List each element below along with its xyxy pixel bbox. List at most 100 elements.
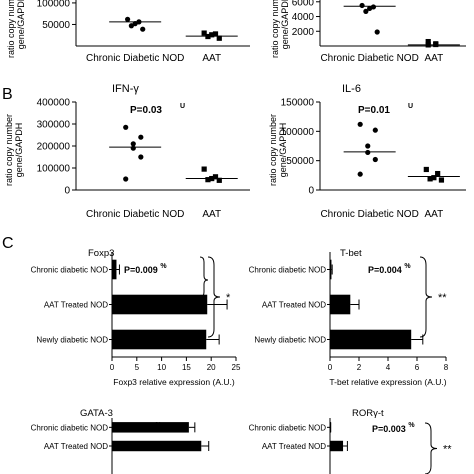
p-value-label: P=0.004 — [368, 265, 402, 275]
x-tick-label: 6 — [415, 363, 420, 372]
data-point — [201, 30, 207, 36]
y-axis-label-line2: gene/GAPDH — [278, 123, 288, 178]
data-point — [209, 32, 215, 38]
p-value-label: P=0.009 — [124, 265, 158, 275]
panel-label-c: C — [2, 235, 14, 252]
data-point — [138, 134, 144, 140]
bar — [112, 422, 189, 433]
data-point — [357, 171, 363, 177]
bar-category-label: Chronic diabetic NOD — [31, 266, 109, 275]
y-axis-label-line1: ratio copy number — [4, 114, 14, 186]
chart-c_rorgt: Chronic diabetic NOD AAT Treated NOD RORγ-… — [249, 408, 452, 474]
y-tick-label: 4000 — [292, 12, 315, 23]
p-value-superscript: % — [160, 263, 167, 270]
data-point — [365, 149, 371, 156]
p-value-superscript: % — [408, 422, 415, 429]
y-tick-label: 200000 — [37, 142, 71, 153]
p-value-superscript: % — [404, 263, 411, 270]
data-point — [365, 143, 371, 149]
bar-category-label: AAT Treated NOD — [44, 301, 108, 310]
y-tick-label: 100000 — [37, 0, 71, 9]
data-point — [130, 145, 136, 151]
data-point — [372, 156, 378, 163]
significance-brace-inner — [199, 256, 209, 298]
y-tick-label: 50000 — [42, 20, 70, 31]
chart-title: RORγ-t — [352, 408, 384, 419]
x-category-label: Chronic Diabetic NOD — [320, 53, 418, 64]
bar — [330, 259, 332, 280]
significance-marker: ** — [438, 292, 447, 304]
p-value-superscript: % — [155, 422, 162, 429]
p-value-label: P=0.07 — [124, 424, 153, 434]
data-point — [431, 175, 437, 181]
chart-title: IL-6 — [342, 83, 361, 95]
y-tick-label: 0 — [308, 186, 314, 197]
data-point — [374, 29, 380, 35]
bar-category-label: Chronic diabetic NOD — [249, 266, 327, 275]
x-tick-label: 2 — [357, 363, 362, 372]
data-point — [140, 26, 146, 32]
y-tick-label: 2000 — [292, 27, 315, 38]
data-point — [427, 176, 433, 182]
y-tick-label: 100000 — [37, 164, 71, 175]
y-tick-label: 150000 — [281, 98, 315, 109]
x-tick-label: 0 — [110, 363, 115, 372]
y-axis-label-line1: ratio copy number — [6, 0, 16, 58]
x-category-label: AAT — [425, 53, 444, 64]
bar — [112, 259, 117, 280]
data-point — [130, 141, 136, 147]
bar-category-label: Chronic diabetic NOD — [249, 423, 327, 432]
significance-brace — [207, 256, 221, 338]
x-tick-label: 5 — [135, 363, 140, 372]
y-tick-label: 0 — [64, 186, 70, 197]
bar-category-label: Newly diabetic NOD — [36, 336, 108, 345]
data-point — [216, 177, 222, 183]
chart-title: T-bet — [340, 248, 362, 259]
significance-marker: ** — [443, 444, 452, 456]
data-point — [216, 35, 222, 41]
y-tick-label: 400000 — [37, 98, 71, 109]
data-point — [435, 170, 441, 177]
x-tick-label: 10 — [157, 363, 166, 372]
data-point — [425, 38, 431, 45]
chart-a_left: 50000 100000 ratio copy number gene/GAPDH Ch… — [6, 0, 250, 64]
data-point — [212, 174, 219, 180]
bar — [112, 440, 202, 452]
chart-title: Foxp3 — [88, 248, 114, 259]
p-value-superscript: U — [408, 103, 413, 110]
chart-c_tbet: Chronic diabetic NOD AAT Treated NOD Newly… — [249, 248, 449, 387]
data-point — [123, 124, 129, 130]
p-value-label: P=0.03 — [130, 105, 162, 116]
x-tick-label: 20 — [207, 363, 216, 372]
data-point — [205, 177, 211, 183]
x-category-label: AAT — [202, 209, 221, 220]
chart-c_foxp3: Chronic diabetic NOD AAT Treated NOD Newly… — [31, 248, 241, 387]
chart-b_left: 0 100000 200000 300000 400000 ratio copy numb… — [4, 83, 250, 220]
x-category-label: AAT — [202, 53, 221, 64]
data-point — [201, 166, 207, 172]
y-tick-label: 300000 — [37, 120, 71, 131]
p-value-label: P=0.01 — [358, 105, 390, 116]
x-axis-label: T-bet relative expression (A.U.) — [329, 377, 446, 387]
data-point — [125, 16, 131, 22]
x-category-label: Chronic Diabetic NOD — [86, 53, 184, 64]
data-point — [123, 176, 129, 182]
y-axis-label-line1: ratio copy number — [268, 114, 278, 186]
data-point — [359, 2, 365, 9]
significance-brace — [419, 256, 433, 338]
y-tick-label: 100000 — [281, 127, 315, 138]
bar-category-label: AAT Treated NOD — [44, 442, 108, 451]
bar — [112, 329, 207, 350]
x-tick-label: 4 — [386, 363, 391, 372]
bar — [330, 440, 344, 452]
x-axis-label: Foxp3 relative expression (A.U.) — [113, 377, 235, 387]
data-point — [138, 154, 144, 160]
data-point — [423, 166, 429, 173]
x-category-label: Chronic Diabetic NOD — [320, 209, 418, 220]
y-tick-label: 50000 — [286, 156, 314, 167]
p-value-superscript: U — [180, 103, 185, 110]
y-axis-label-line2: gene/GAPDH — [14, 123, 24, 178]
